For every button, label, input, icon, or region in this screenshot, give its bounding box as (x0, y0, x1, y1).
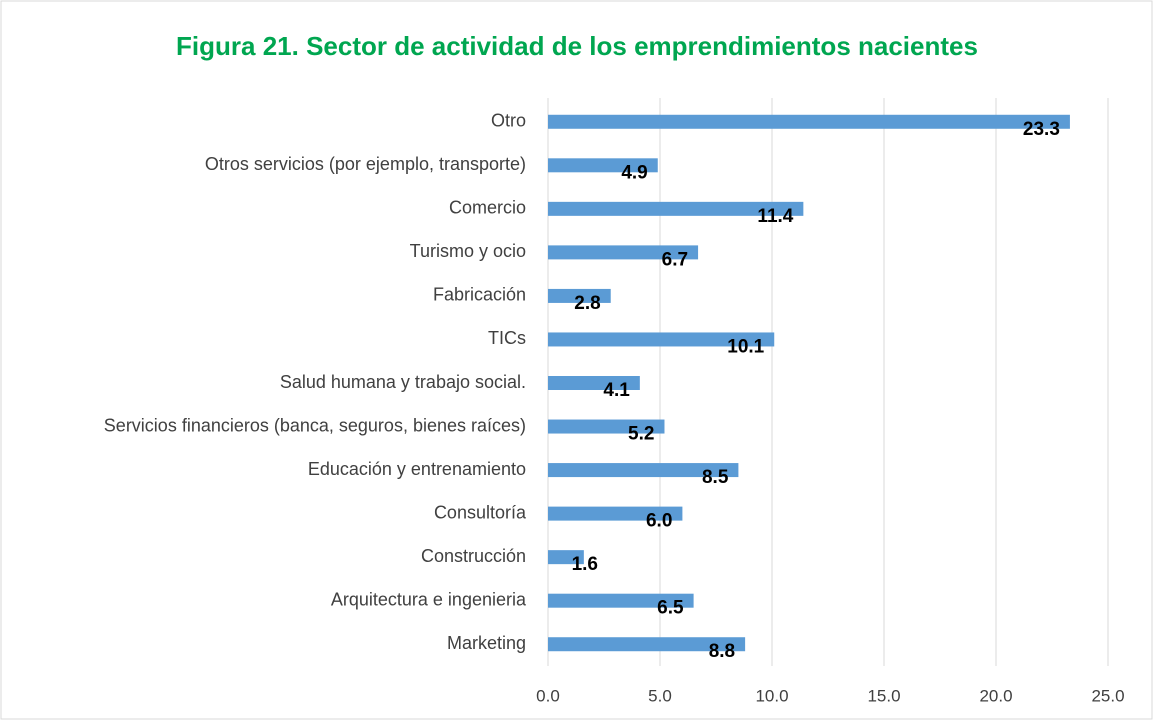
data-label: 5.2 (628, 424, 654, 445)
bar (548, 288, 611, 303)
y-tick-label: Salud humana y trabajo social. (280, 372, 526, 392)
bar (548, 114, 1070, 129)
chart-title: Figura 21. Sector de actividad de los em… (176, 31, 978, 61)
data-label: 1.6 (572, 554, 598, 575)
x-tick-label: 5.0 (648, 686, 672, 705)
bar (548, 506, 683, 521)
data-label: 6.0 (646, 511, 672, 532)
data-label: 23.3 (1023, 119, 1060, 140)
bar (548, 463, 739, 478)
bar (548, 376, 640, 390)
y-tick-label: Otro (491, 111, 526, 131)
y-tick-label: Comercio (449, 198, 526, 218)
y-tick-label: Educación y entrenamiento (308, 459, 526, 479)
y-tick-label: Fabricación (433, 285, 526, 305)
data-label: 4.1 (603, 380, 630, 401)
data-label: 11.4 (757, 206, 793, 227)
bar (548, 419, 665, 434)
x-tick-label: 15.0 (867, 686, 900, 705)
data-label: 4.9 (621, 162, 647, 183)
bar (548, 201, 804, 216)
data-label: 8.8 (709, 641, 735, 662)
data-label: 10.1 (727, 336, 764, 357)
bar (548, 593, 694, 608)
y-tick-label: Servicios financieros (banca, seguros, b… (104, 415, 526, 435)
y-tick-label: Arquitectura e ingenieria (331, 589, 527, 609)
data-label: 6.5 (657, 598, 684, 619)
x-tick-label: 10.0 (755, 686, 788, 705)
data-label: 8.5 (702, 467, 729, 488)
x-tick-label: 0.0 (536, 686, 560, 705)
data-label: 2.8 (574, 293, 600, 314)
y-tick-label: Consultoría (434, 502, 527, 522)
bar (548, 245, 699, 260)
bar (548, 158, 658, 173)
y-tick-label: Turismo y ocio (410, 241, 526, 261)
bar (548, 332, 775, 347)
y-tick-label: Otros servicios (por ejemplo, transporte… (205, 154, 526, 174)
data-label: 6.7 (662, 249, 688, 270)
bar (548, 550, 584, 565)
y-tick-label: Marketing (447, 633, 526, 653)
y-tick-label: TICs (488, 328, 526, 348)
y-tick-label: Construcción (421, 546, 526, 566)
bar (548, 637, 746, 652)
x-tick-label: 25.0 (1091, 686, 1124, 705)
x-tick-label: 20.0 (979, 686, 1012, 705)
